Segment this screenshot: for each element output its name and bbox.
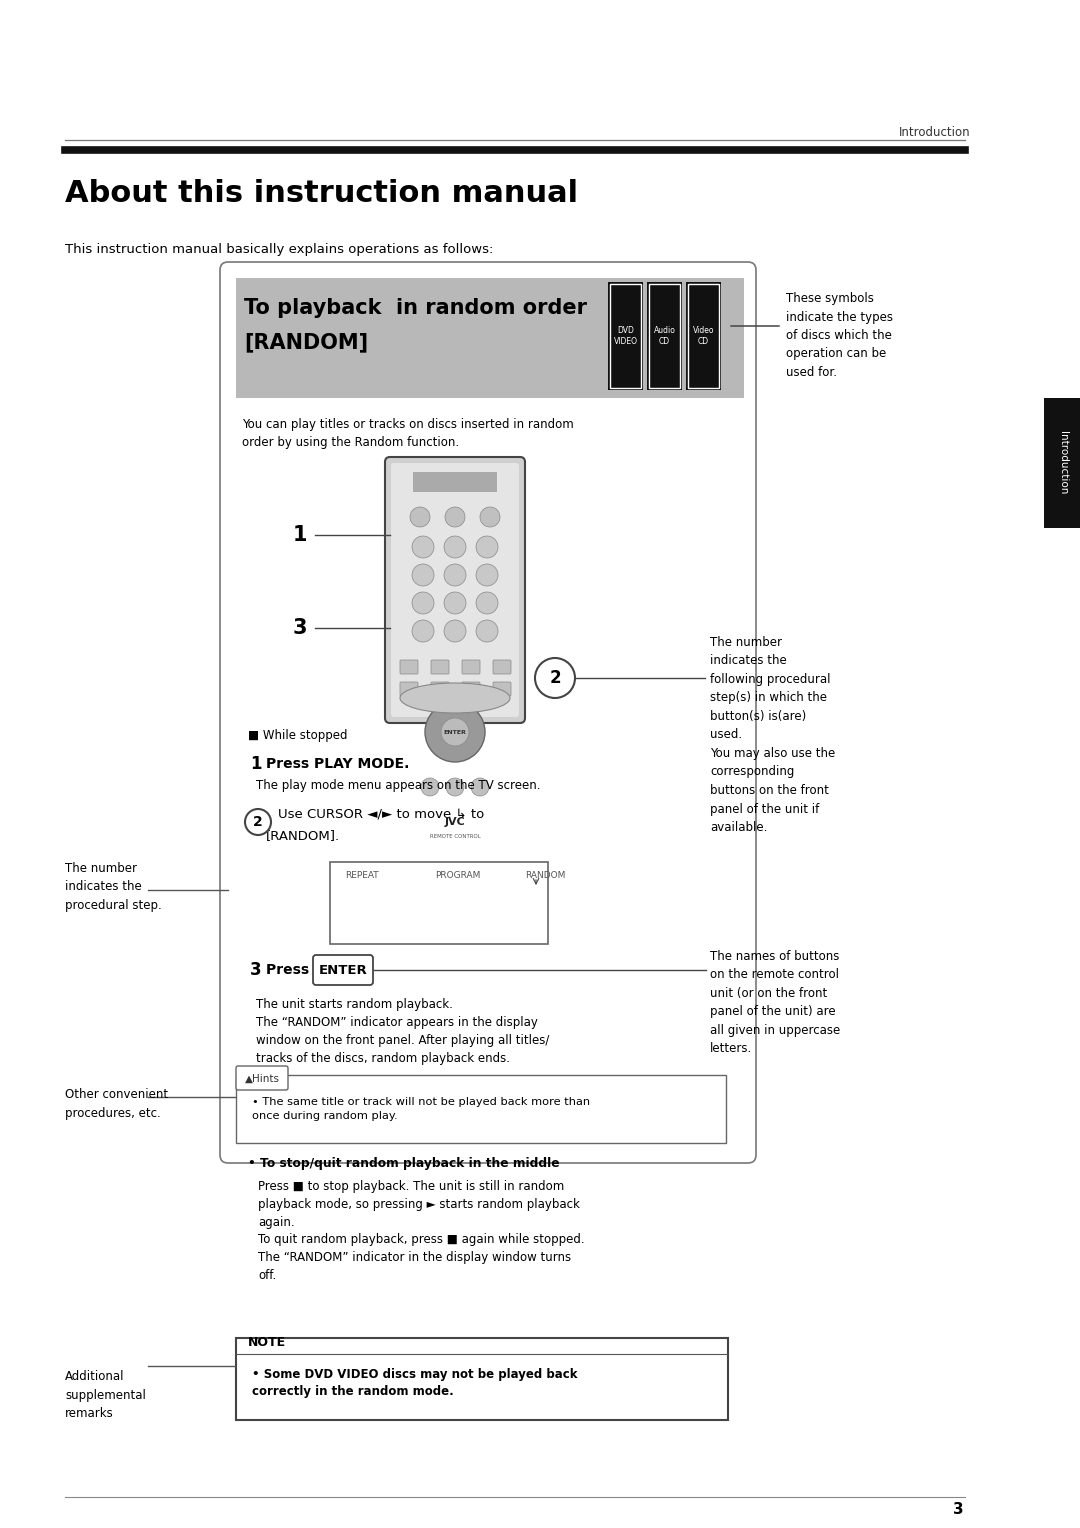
FancyBboxPatch shape <box>462 660 480 674</box>
FancyBboxPatch shape <box>492 681 511 695</box>
Text: • The same title or track will not be played back more than
once during random p: • The same title or track will not be pl… <box>252 1097 590 1120</box>
FancyBboxPatch shape <box>384 457 525 723</box>
Circle shape <box>476 536 498 558</box>
Text: DVD
VIDEO: DVD VIDEO <box>613 327 637 345</box>
Text: Introduction: Introduction <box>1058 431 1068 495</box>
Circle shape <box>441 718 469 746</box>
Text: PROGRAM: PROGRAM <box>435 871 481 880</box>
Text: ▲Hints: ▲Hints <box>244 1074 280 1083</box>
FancyBboxPatch shape <box>330 862 548 944</box>
FancyBboxPatch shape <box>1044 397 1080 529</box>
FancyBboxPatch shape <box>413 472 497 492</box>
Text: JVC: JVC <box>445 817 465 827</box>
Text: [RANDOM].: [RANDOM]. <box>266 830 340 842</box>
Text: Use CURSOR ◄/► to move ↳ to: Use CURSOR ◄/► to move ↳ to <box>278 807 484 821</box>
Text: The play mode menu appears on the TV screen.: The play mode menu appears on the TV scr… <box>256 779 540 793</box>
Text: 3: 3 <box>249 961 261 979</box>
Circle shape <box>411 591 434 614</box>
Circle shape <box>426 701 485 762</box>
Text: ENTER: ENTER <box>319 964 367 976</box>
Text: Audio
CD: Audio CD <box>653 327 675 345</box>
Circle shape <box>444 591 465 614</box>
FancyBboxPatch shape <box>391 463 519 717</box>
Text: Press ■ to stop playback. The unit is still in random
playback mode, so pressing: Press ■ to stop playback. The unit is st… <box>258 1180 584 1282</box>
Circle shape <box>444 564 465 587</box>
FancyBboxPatch shape <box>400 681 418 695</box>
Text: Introduction: Introduction <box>899 127 970 139</box>
Text: 2: 2 <box>550 669 561 688</box>
Text: Press: Press <box>266 963 314 976</box>
Text: 3: 3 <box>293 617 307 639</box>
Circle shape <box>535 659 575 698</box>
FancyBboxPatch shape <box>608 283 643 390</box>
Circle shape <box>444 536 465 558</box>
Text: RANDOM: RANDOM <box>525 871 565 880</box>
Text: This instruction manual basically explains operations as follows:: This instruction manual basically explai… <box>65 243 494 257</box>
Text: To playback  in random order: To playback in random order <box>244 298 588 318</box>
Circle shape <box>411 564 434 587</box>
FancyBboxPatch shape <box>237 1067 288 1089</box>
Text: ■ While stopped: ■ While stopped <box>248 729 348 743</box>
Circle shape <box>421 778 438 796</box>
FancyBboxPatch shape <box>313 955 373 986</box>
Circle shape <box>476 564 498 587</box>
FancyBboxPatch shape <box>237 1076 726 1143</box>
FancyBboxPatch shape <box>492 660 511 674</box>
Circle shape <box>410 507 430 527</box>
Text: [RANDOM]: [RANDOM] <box>244 332 368 351</box>
FancyBboxPatch shape <box>647 283 681 390</box>
Text: Additional
supplemental
remarks: Additional supplemental remarks <box>65 1371 146 1420</box>
Circle shape <box>411 536 434 558</box>
Circle shape <box>480 507 500 527</box>
Circle shape <box>446 778 464 796</box>
FancyBboxPatch shape <box>237 1339 728 1420</box>
Ellipse shape <box>400 683 510 714</box>
Text: You can play titles or tracks on discs inserted in random
order by using the Ran: You can play titles or tracks on discs i… <box>242 419 573 449</box>
Text: 1: 1 <box>249 755 261 773</box>
Text: Press PLAY MODE.: Press PLAY MODE. <box>266 756 409 772</box>
Text: REMOTE CONTROL: REMOTE CONTROL <box>430 834 481 839</box>
FancyBboxPatch shape <box>431 681 449 695</box>
Circle shape <box>444 620 465 642</box>
FancyBboxPatch shape <box>462 681 480 695</box>
Text: • Some DVD VIDEO discs may not be played back
correctly in the random mode.: • Some DVD VIDEO discs may not be played… <box>252 1368 578 1398</box>
Text: Video
CD: Video CD <box>692 327 714 345</box>
Text: About this instruction manual: About this instruction manual <box>65 179 578 208</box>
FancyBboxPatch shape <box>431 660 449 674</box>
Text: 1: 1 <box>293 526 307 545</box>
Text: REPEAT: REPEAT <box>345 871 379 880</box>
Text: 2: 2 <box>253 814 262 830</box>
Circle shape <box>411 620 434 642</box>
Text: The names of buttons
on the remote control
unit (or on the front
panel of the un: The names of buttons on the remote contr… <box>710 950 840 1056</box>
FancyBboxPatch shape <box>237 278 744 397</box>
Text: The unit starts random playback.
The “RANDOM” indicator appears in the display
w: The unit starts random playback. The “RA… <box>256 998 550 1065</box>
Text: • To stop/quit random playback in the middle: • To stop/quit random playback in the mi… <box>248 1157 559 1170</box>
Circle shape <box>476 591 498 614</box>
Text: The number
indicates the
following procedural
step(s) in which the
button(s) is(: The number indicates the following proce… <box>710 636 835 834</box>
Text: These symbols
indicate the types
of discs which the
operation can be
used for.: These symbols indicate the types of disc… <box>786 292 893 379</box>
FancyBboxPatch shape <box>220 261 756 1163</box>
Text: 3: 3 <box>953 1502 963 1517</box>
Text: The number
indicates the
procedural step.: The number indicates the procedural step… <box>65 862 162 912</box>
Text: NOTE: NOTE <box>248 1337 286 1349</box>
FancyBboxPatch shape <box>686 283 721 390</box>
FancyBboxPatch shape <box>400 660 418 674</box>
Circle shape <box>445 507 465 527</box>
Text: ENTER: ENTER <box>444 729 467 735</box>
Text: Other convenient
procedures, etc.: Other convenient procedures, etc. <box>65 1088 168 1120</box>
Circle shape <box>471 778 489 796</box>
Circle shape <box>245 808 271 834</box>
Circle shape <box>476 620 498 642</box>
